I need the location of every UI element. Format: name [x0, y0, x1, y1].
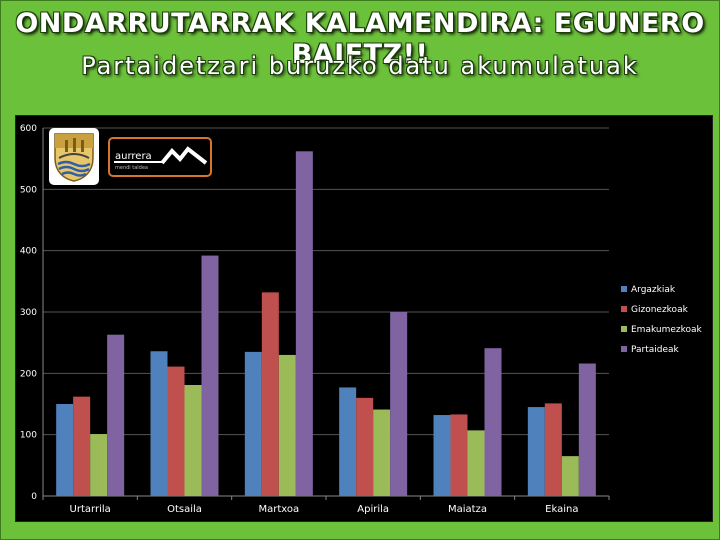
- bar-emakumezkoak-urtarrila: [90, 434, 108, 496]
- bar-emakumezkoak-maiatza: [467, 430, 485, 496]
- bar-gizonezkoak-otsaila: [167, 366, 185, 496]
- legend-label-gizonezkoak: Gizonezkoak: [631, 305, 689, 315]
- legend-swatch-argazkiak: [621, 286, 627, 292]
- bar-argazkiak-ekaina: [527, 407, 545, 496]
- y-tick-label: 200: [20, 369, 37, 379]
- slide-title: ONDARRUTARRAK KALAMENDIRA: EGUNERO BAIET…: [15, 8, 705, 70]
- y-tick-label: 500: [20, 185, 37, 195]
- bar-gizonezkoak-maiatza: [450, 414, 468, 496]
- bar-partaideak-martxoa: [295, 151, 313, 496]
- aurrera-club-logo: aurrera mendi taldea: [108, 137, 212, 177]
- slide-subtitle: Partaidetzari buruzko datu akumulatuak: [81, 52, 639, 80]
- legend-label-partaideak: Partaideak: [631, 345, 680, 355]
- bar-emakumezkoak-otsaila: [184, 384, 202, 496]
- bar-emakumezkoak-apirila: [373, 409, 391, 496]
- y-tick-label: 400: [20, 247, 37, 257]
- bar-gizonezkoak-ekaina: [544, 403, 562, 496]
- x-category-label: Maiatza: [448, 504, 487, 515]
- bar-partaideak-maiatza: [484, 348, 502, 496]
- bar-chart: 0 100 200 300 400 500 600 Urtarrila Otsaila Martx…: [20, 124, 703, 515]
- bar-partaideak-ekaina: [578, 363, 596, 496]
- bar-argazkiak-martxoa: [244, 351, 262, 496]
- bar-emakumezkoak-ekaina: [561, 456, 579, 496]
- chart-panel: 0 100 200 300 400 500 600 Urtarrila Otsaila Martx…: [15, 115, 713, 522]
- x-category-label: Apirila: [357, 504, 389, 515]
- legend-label-emakumezkoak: Emakumezkoak: [631, 325, 703, 335]
- bar-emakumezkoak-martxoa: [278, 354, 296, 496]
- legend-swatch-emakumezkoak: [621, 326, 627, 332]
- legend-label-argazkiak: Argazkiak: [631, 285, 676, 295]
- bar-gizonezkoak-apirila: [356, 397, 374, 496]
- x-category-label: Martxoa: [259, 504, 300, 515]
- legend-swatch-gizonezkoak: [621, 306, 627, 312]
- x-category-label: Ekaina: [545, 504, 578, 515]
- bar-argazkiak-urtarrila: [56, 404, 74, 496]
- bar-argazkiak-maiatza: [433, 415, 451, 496]
- town-shield-logo: [49, 128, 99, 185]
- x-category-label: Urtarrila: [70, 504, 111, 515]
- bar-gizonezkoak-urtarrila: [73, 396, 91, 496]
- aurrera-logo-subtext: mendi taldea: [115, 165, 148, 171]
- legend-swatch-partaideak: [621, 346, 627, 352]
- y-tick-label: 100: [20, 431, 37, 441]
- bar-partaideak-apirila: [390, 312, 408, 496]
- y-tick-label: 600: [20, 124, 37, 134]
- bar-partaideak-otsaila: [201, 255, 219, 496]
- bar-gizonezkoak-martxoa: [261, 292, 279, 496]
- y-tick-label: 0: [31, 492, 37, 502]
- y-tick-label: 300: [20, 308, 37, 318]
- x-category-label: Otsaila: [167, 504, 202, 515]
- aurrera-logo-text: aurrera: [115, 151, 152, 162]
- bar-argazkiak-otsaila: [150, 351, 168, 496]
- bar-argazkiak-apirila: [339, 387, 357, 496]
- bar-partaideak-urtarrila: [107, 334, 125, 496]
